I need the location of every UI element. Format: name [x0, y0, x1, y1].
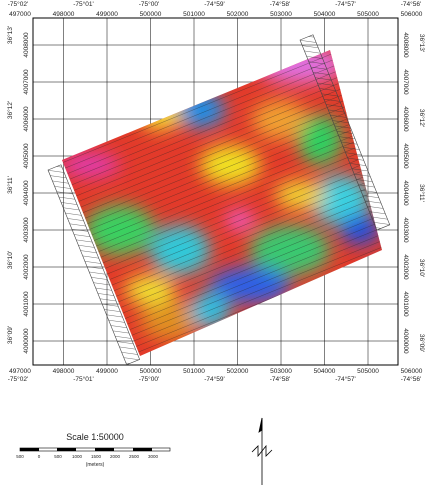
- easting-label: 503000: [270, 368, 292, 375]
- latitude-label: 36°12': [6, 101, 14, 119]
- northing-label: 4002000: [402, 254, 409, 280]
- scale-tick-label: 1000: [72, 454, 83, 459]
- easting-label: 506000: [401, 368, 423, 375]
- scale-tick-label: 500: [54, 454, 62, 459]
- latitude-label: 36°10': [6, 251, 14, 269]
- northing-label: 4004000: [23, 180, 30, 206]
- longitude-label: -75°01': [73, 375, 93, 383]
- latitude-label: 36°11': [418, 184, 426, 202]
- easting-label: 498000: [53, 11, 75, 18]
- longitude-label: -74°57': [335, 0, 355, 8]
- scale-tick-label: 500: [16, 454, 24, 459]
- easting-label: 497000: [9, 368, 31, 375]
- northing-label: 4006000: [402, 106, 409, 132]
- longitude-label: -74°59': [204, 375, 224, 383]
- latitude-label: 36°12': [418, 109, 426, 127]
- longitude-label: -74°56': [401, 0, 421, 8]
- easting-label: 500000: [140, 368, 162, 375]
- northing-label: 4005000: [23, 143, 30, 169]
- latitude-label: 36°10': [418, 259, 426, 277]
- northing-label: 4003000: [23, 217, 30, 243]
- northing-label: 4008000: [402, 32, 409, 58]
- longitude-label: -74°57': [335, 375, 355, 383]
- easting-label: 502000: [227, 368, 249, 375]
- easting-label: 506000: [401, 11, 423, 18]
- northing-label: 4003000: [402, 217, 409, 243]
- longitude-label: -75°00': [139, 375, 159, 383]
- scale-tick-label: 2500: [129, 454, 140, 459]
- north-arrow: [251, 417, 273, 485]
- flight-lines: [47, 164, 141, 366]
- easting-label: 500000: [140, 11, 162, 18]
- northing-label: 4000000: [402, 328, 409, 354]
- easting-label: 501000: [183, 11, 205, 18]
- latitude-label: 36°11': [6, 176, 14, 194]
- flight-lines: [299, 34, 391, 231]
- latitude-label: 36°09': [418, 334, 426, 352]
- latitude-label: 36°09': [6, 326, 14, 344]
- easting-label: 505000: [357, 368, 379, 375]
- easting-label: 499000: [96, 368, 118, 375]
- northing-label: 4001000: [23, 291, 30, 317]
- easting-label: 504000: [314, 11, 336, 18]
- scale-tick-label: 1500: [91, 454, 102, 459]
- longitude-label: -75°02': [8, 0, 28, 8]
- easting-label: 497000: [9, 11, 31, 18]
- northing-label: 4005000: [402, 143, 409, 169]
- scale-tick-label: 0: [38, 454, 41, 459]
- scale-title: Scale 1:50000: [66, 432, 124, 442]
- easting-label: 502000: [227, 11, 249, 18]
- easting-label: 501000: [183, 368, 205, 375]
- scale-unit: (meters): [86, 462, 105, 468]
- northing-label: 4001000: [402, 291, 409, 317]
- longitude-label: -74°56': [401, 375, 421, 383]
- scale-bar: Scale 1:50000 (meters) 500 0 500 1000 1500 20…: [16, 432, 171, 468]
- easting-label: 503000: [270, 11, 292, 18]
- northing-label: 4007000: [23, 69, 30, 95]
- northing-label: 4000000: [23, 328, 30, 354]
- longitude-label: -75°01': [73, 0, 93, 8]
- northing-label: 4002000: [23, 254, 30, 280]
- easting-label: 505000: [357, 11, 379, 18]
- longitude-label: -74°59': [204, 0, 224, 8]
- labels: 497000 497000 498000 498000 499000 499000 5000…: [6, 0, 426, 383]
- latitude-label: 36°13': [418, 34, 426, 52]
- scale-tick-label: 2000: [110, 454, 121, 459]
- northing-label: 4008000: [23, 32, 30, 58]
- northing-label: 4004000: [402, 180, 409, 206]
- longitude-label: -75°00': [139, 0, 159, 8]
- easting-label: 504000: [314, 368, 336, 375]
- longitude-label: -74°58': [270, 375, 290, 383]
- scale-tick-label: 3000: [148, 454, 159, 459]
- northing-label: 4006000: [23, 106, 30, 132]
- easting-label: 498000: [53, 368, 75, 375]
- longitude-label: -74°58': [270, 0, 290, 8]
- longitude-label: -75°02': [8, 375, 28, 383]
- northing-label: 4007000: [402, 69, 409, 95]
- latitude-label: 36°13': [6, 26, 14, 44]
- easting-label: 499000: [96, 11, 118, 18]
